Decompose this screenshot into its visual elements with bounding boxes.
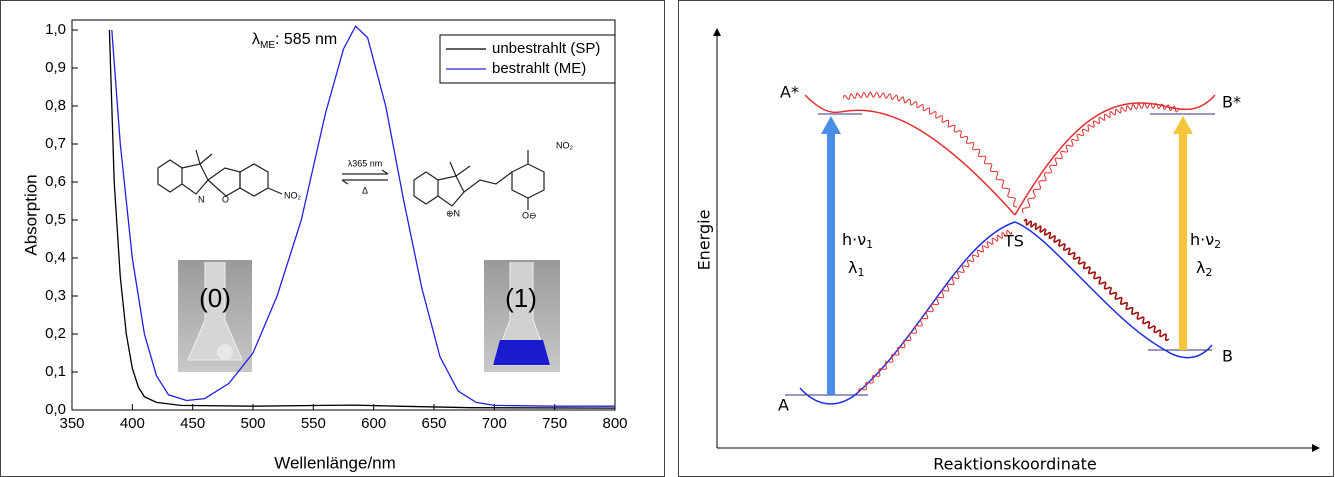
- photon-energy: h·ν: [1190, 230, 1214, 249]
- photon-2: h·ν2: [1190, 230, 1221, 252]
- x-tick-label: 700: [482, 415, 507, 432]
- x-tick-label: 600: [361, 415, 386, 432]
- molecule-me: ⊕N O⊖ NO₂: [413, 140, 574, 220]
- annotation: λME: 585 nm: [252, 31, 337, 50]
- y-axis-label: Absorption: [21, 174, 40, 255]
- wavelength-index: 2: [1205, 266, 1212, 279]
- excited-curve: [804, 94, 1016, 216]
- reaction-condition: Δ: [362, 185, 368, 195]
- legend: [439, 34, 616, 84]
- photon-index: 2: [1214, 238, 1221, 251]
- x-tick-label: 500: [240, 415, 265, 432]
- x-tick-label: 750: [542, 415, 567, 432]
- plot-frame: [71, 19, 616, 411]
- vibration-path: [858, 230, 1013, 393]
- photon-energy: h·ν: [842, 230, 866, 249]
- x-tick-label: 350: [59, 415, 84, 432]
- x-axis-label: Wellenlänge/nm: [274, 453, 396, 472]
- y-tick-label: 0,1: [45, 363, 66, 380]
- atom-label: ⊕N: [446, 208, 460, 218]
- state-label: A*: [780, 83, 799, 102]
- atom-label: NO₂: [284, 190, 302, 200]
- atom-label: NO₂: [556, 140, 574, 150]
- y-tick-label: 0,6: [45, 173, 66, 190]
- annotation-text: : 585 nm: [275, 31, 337, 48]
- atom-label: N: [198, 194, 205, 204]
- legend-label: unbestrahlt (SP): [492, 40, 600, 57]
- y-tick-label: 0,3: [45, 287, 66, 304]
- molecule-sp: N O NO₂: [157, 149, 302, 204]
- y-tick-label: 0,8: [45, 97, 66, 114]
- annotation-subscript: ME: [260, 40, 275, 51]
- excited-curve: [1014, 94, 1216, 216]
- photon-index: 1: [866, 238, 873, 251]
- wavelength: λ: [1196, 258, 1205, 277]
- vibration-path: [1023, 218, 1170, 342]
- vibration-path: [1021, 102, 1179, 214]
- state-label: B: [1222, 347, 1233, 366]
- reaction-arrows: λ365 nm Δ: [341, 158, 389, 195]
- wavelength-2: λ2: [1196, 258, 1212, 280]
- y-tick-label: 1,0: [45, 21, 66, 38]
- inset-0: (0): [178, 260, 252, 372]
- vibration-path: [843, 91, 1018, 208]
- legend-label: bestrahlt (ME): [492, 60, 586, 77]
- x-tick-label: 550: [301, 415, 326, 432]
- wavelength: λ: [848, 258, 857, 277]
- series-line: [111, 25, 615, 407]
- energy-diagram: A* B* A B TS h·ν1 λ1 h·ν2 λ2 Energie Rea…: [678, 0, 1334, 477]
- state-label: TS: [1003, 232, 1024, 251]
- wavelength-index: 1: [857, 266, 864, 279]
- wavelength-1: λ1: [848, 258, 864, 280]
- y-axis-label: Energie: [695, 210, 714, 271]
- x-tick-label: 400: [120, 415, 145, 432]
- reaction-condition: λ365 nm: [348, 158, 383, 168]
- inset-label: (1): [505, 283, 537, 313]
- chart: λME: 585 nm (0) (1) N O NO₂: [21, 21, 627, 473]
- photon-1: h·ν1: [842, 230, 873, 252]
- x-tick-label: 800: [602, 415, 627, 432]
- series-line: [108, 29, 615, 409]
- y-tick-label: 0,7: [45, 135, 66, 152]
- y-tick-label: 0,9: [45, 59, 66, 76]
- atom-label: O⊖: [522, 210, 537, 220]
- y-tick-label: 0,0: [45, 401, 66, 418]
- annotation-symbol: λ: [252, 31, 260, 48]
- inset-1: (1): [484, 260, 560, 372]
- stirrer: [217, 344, 233, 360]
- x-tick-label: 450: [180, 415, 205, 432]
- y-tick-label: 0,4: [45, 249, 66, 266]
- state-label: A: [778, 396, 789, 415]
- beaker: [187, 262, 243, 361]
- y-tick-label: 0,5: [45, 211, 66, 228]
- inset-label: (0): [199, 283, 231, 313]
- arrow-head: [1173, 116, 1193, 134]
- y-tick-label: 0,2: [45, 325, 66, 342]
- state-label: B*: [1222, 93, 1241, 112]
- atom-label: O: [222, 194, 229, 204]
- x-tick-label: 650: [421, 415, 446, 432]
- arrow-head: [821, 116, 841, 134]
- blue-solution: [493, 340, 550, 365]
- x-axis-label: Reaktionskoordinate: [933, 455, 1097, 474]
